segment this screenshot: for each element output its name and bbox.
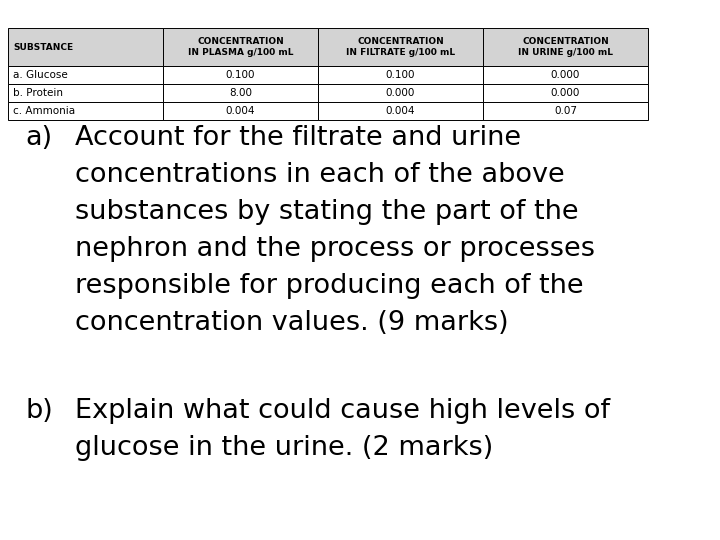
Text: a): a) [25,125,52,151]
Text: 0.000: 0.000 [551,88,580,98]
Text: b): b) [25,398,53,424]
Bar [163,66,318,84]
Bar [318,102,483,120]
Text: 0.000: 0.000 [386,88,415,98]
Bar [163,102,318,120]
Bar [483,28,648,66]
Text: 0.07: 0.07 [554,106,577,116]
Text: Account for the filtrate and urine
concentrations in each of the above
substance: Account for the filtrate and urine conce… [75,125,595,336]
Bar [483,84,648,102]
Text: 8.00: 8.00 [229,88,252,98]
Text: 0.100: 0.100 [226,70,256,80]
Bar [318,28,483,66]
Bar [163,84,318,102]
Text: c. Ammonia: c. Ammonia [13,106,75,116]
Text: b. Protein: b. Protein [13,88,63,98]
Bar [483,66,648,84]
Bar [318,66,483,84]
Bar [8,66,163,84]
Bar [163,28,318,66]
Text: 0.100: 0.100 [386,70,415,80]
Text: Explain what could cause high levels of
glucose in the urine. (2 marks): Explain what could cause high levels of … [75,398,610,461]
Bar [8,84,163,102]
Text: CONCENTRATION
IN PLASMA g/100 mL: CONCENTRATION IN PLASMA g/100 mL [188,37,293,57]
Bar [483,102,648,120]
Bar [8,102,163,120]
Text: SUBSTANCE: SUBSTANCE [13,43,73,51]
Bar [8,28,163,66]
Text: 0.004: 0.004 [226,106,256,116]
Text: CONCENTRATION
IN FILTRATE g/100 mL: CONCENTRATION IN FILTRATE g/100 mL [346,37,455,57]
Text: CONCENTRATION
IN URINE g/100 mL: CONCENTRATION IN URINE g/100 mL [518,37,613,57]
Text: a. Glucose: a. Glucose [13,70,68,80]
Bar [318,84,483,102]
Text: 0.004: 0.004 [386,106,415,116]
Text: 0.000: 0.000 [551,70,580,80]
